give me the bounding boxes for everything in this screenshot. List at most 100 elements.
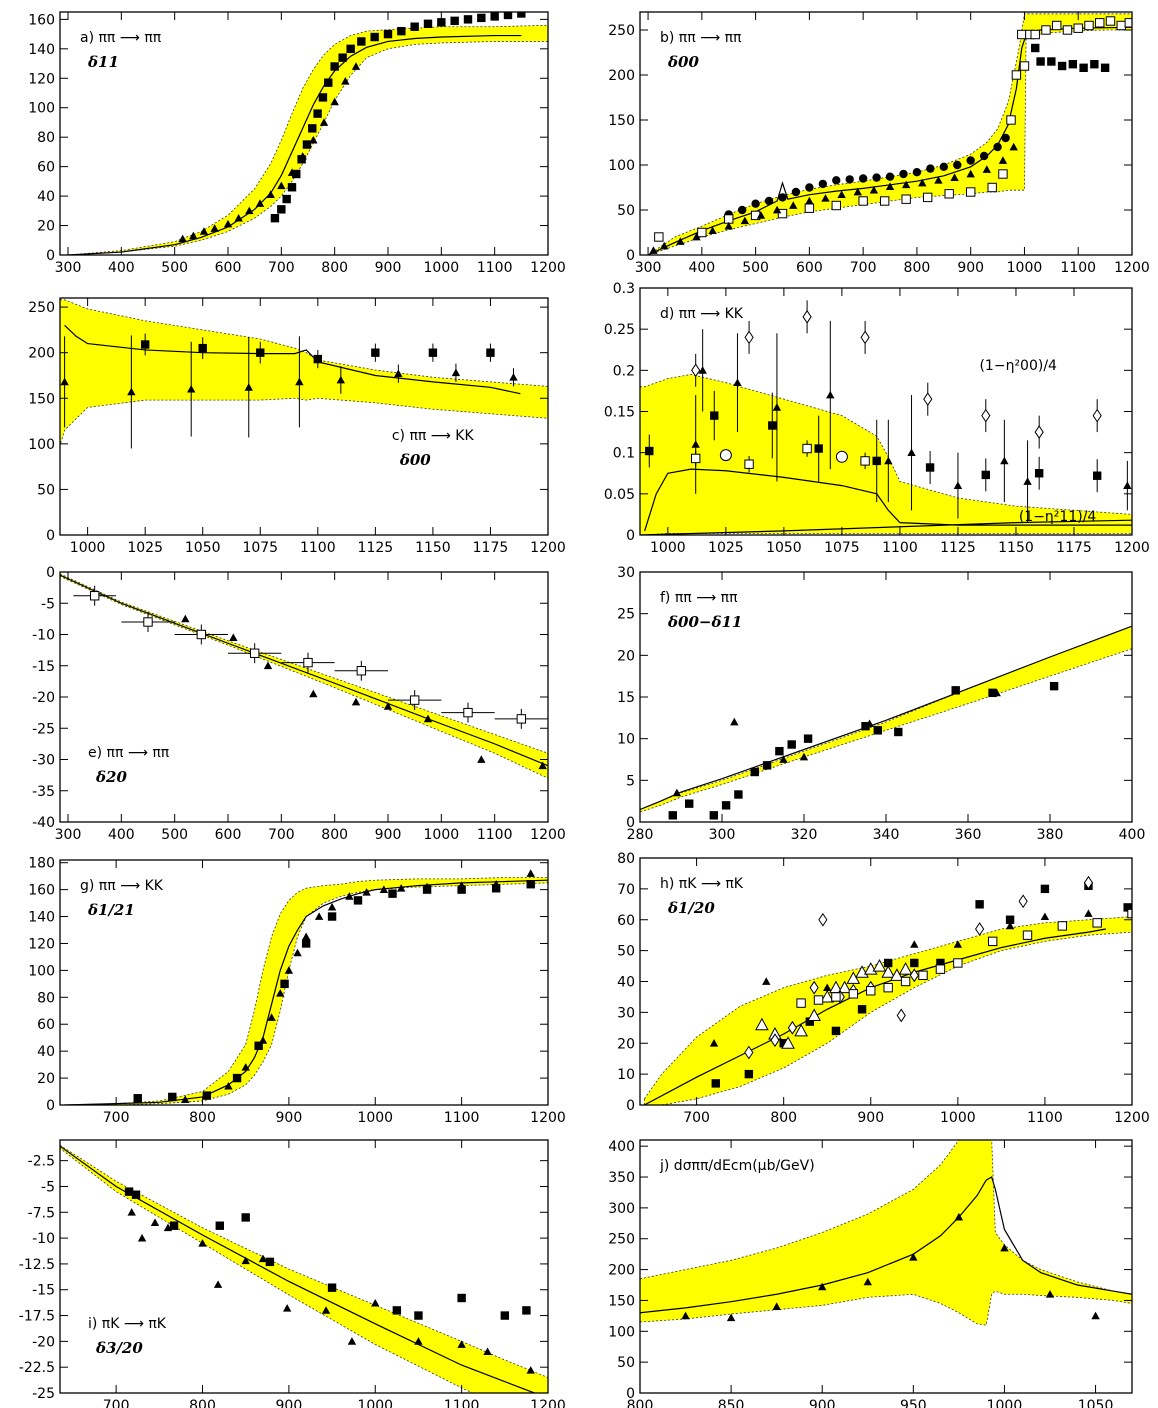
data-point [327,902,337,911]
data-point [292,169,301,179]
data-point [846,971,861,984]
x-tick-label: 1200 [1114,1110,1150,1126]
x-tick-label: 1125 [358,540,394,556]
data-point [422,882,432,891]
y-tick-label: 10 [617,732,635,748]
data-point [721,801,731,810]
data-point [277,181,286,190]
data-point [1073,23,1083,33]
data-point [163,1223,173,1232]
y-tick-label: -20 [32,690,55,706]
x-tick-label: 900 [375,260,402,276]
data-point [756,211,766,219]
y-tick-label: 70 [617,882,635,898]
data-point [254,1041,263,1050]
data-point [685,799,694,808]
data-point [181,1095,190,1103]
y-tick-label: -22.5 [19,1360,55,1376]
x-tick-label: 1000 [987,1398,1023,1408]
y-tick-label: 100 [28,963,55,979]
x-tick-label: 1100 [477,260,513,276]
panel-e: 300 400 500 600 700 800 900 1000 1100 1200 -40 -35 -… [32,565,566,843]
data-point [234,213,243,222]
data-point [724,214,734,224]
data-point [975,922,985,936]
x-tick-label: 800 [321,260,348,276]
data-point [276,989,285,997]
x-tick-label: 1175 [1056,540,1092,556]
x-tick-label: 1050 [185,540,221,556]
data-point [1019,61,1030,71]
data-point [901,180,911,189]
uncertainty-band [640,1140,1132,1326]
data-point [872,959,887,972]
data-point [711,1079,720,1088]
data-point [744,1069,754,1079]
x-tick-label: 800 [189,1110,216,1126]
data-point [866,986,876,996]
y-tick-label: 0 [626,528,635,544]
data-point [818,179,828,189]
data-point [1091,1311,1100,1320]
data-point [965,187,976,197]
y-tick-label: 250 [608,23,635,39]
plot-frame [59,297,549,536]
x-tick-label: 850 [718,1398,745,1408]
data-point [256,348,265,357]
data-point [821,194,830,202]
y-tick-label: 200 [608,68,635,84]
data-point [770,1033,780,1048]
data-point [768,421,777,430]
data-series-square [124,1187,531,1320]
x-tick-label: 900 [957,260,984,276]
data-point [522,1306,531,1315]
data-point [918,970,928,981]
x-tick-label: 1075 [824,540,860,556]
y-tick-label: 50 [617,1355,635,1371]
data-point [224,1081,233,1090]
data-point [313,354,323,364]
x-tick-label: 700 [103,1398,130,1408]
data-point [357,37,366,46]
data-point [244,383,253,391]
data-point [255,199,265,207]
data-series-triangle [709,909,1093,1047]
plot-area-d [640,300,1132,535]
data-point [837,190,846,199]
x-tick-label: 360 [955,827,982,843]
y-tick-label: 0.05 [604,487,635,503]
plot-frame [639,1139,1133,1394]
data-point [805,196,814,205]
fit-curve [640,625,1132,811]
x-tick-label: 600 [796,260,823,276]
data-point [873,726,882,735]
data-point [894,727,903,737]
data-point [910,940,919,948]
data-point [831,200,841,211]
x-tick-label: 1200 [530,1110,566,1126]
y-tick-label: 40 [37,189,55,205]
data-point [295,377,304,386]
uncertainty-band [643,916,1132,1105]
data-point [198,1239,207,1247]
y-tick-label: 100 [28,437,55,453]
x-tick-label: 340 [873,827,900,843]
x-tick-label: 1000 [70,540,106,556]
data-point [966,156,975,165]
x-tick-label: 400 [108,260,135,276]
data-point [1105,16,1116,26]
data-point [1052,20,1062,31]
y-tick-label: 25 [617,607,635,623]
data-point [538,761,547,770]
x-tick-label: 800 [627,1398,654,1408]
data-point [982,165,992,173]
y-tick-label: -7.5 [28,1205,55,1221]
y-tick-label: 100 [608,1324,635,1340]
data-series-square [133,880,535,1103]
y-tick-label: -10 [32,628,55,644]
plot-area-c [60,299,548,449]
fit-curve [644,468,1132,532]
data-point [356,666,367,676]
data-point [781,1036,795,1049]
data-series-triangle [127,1208,535,1374]
